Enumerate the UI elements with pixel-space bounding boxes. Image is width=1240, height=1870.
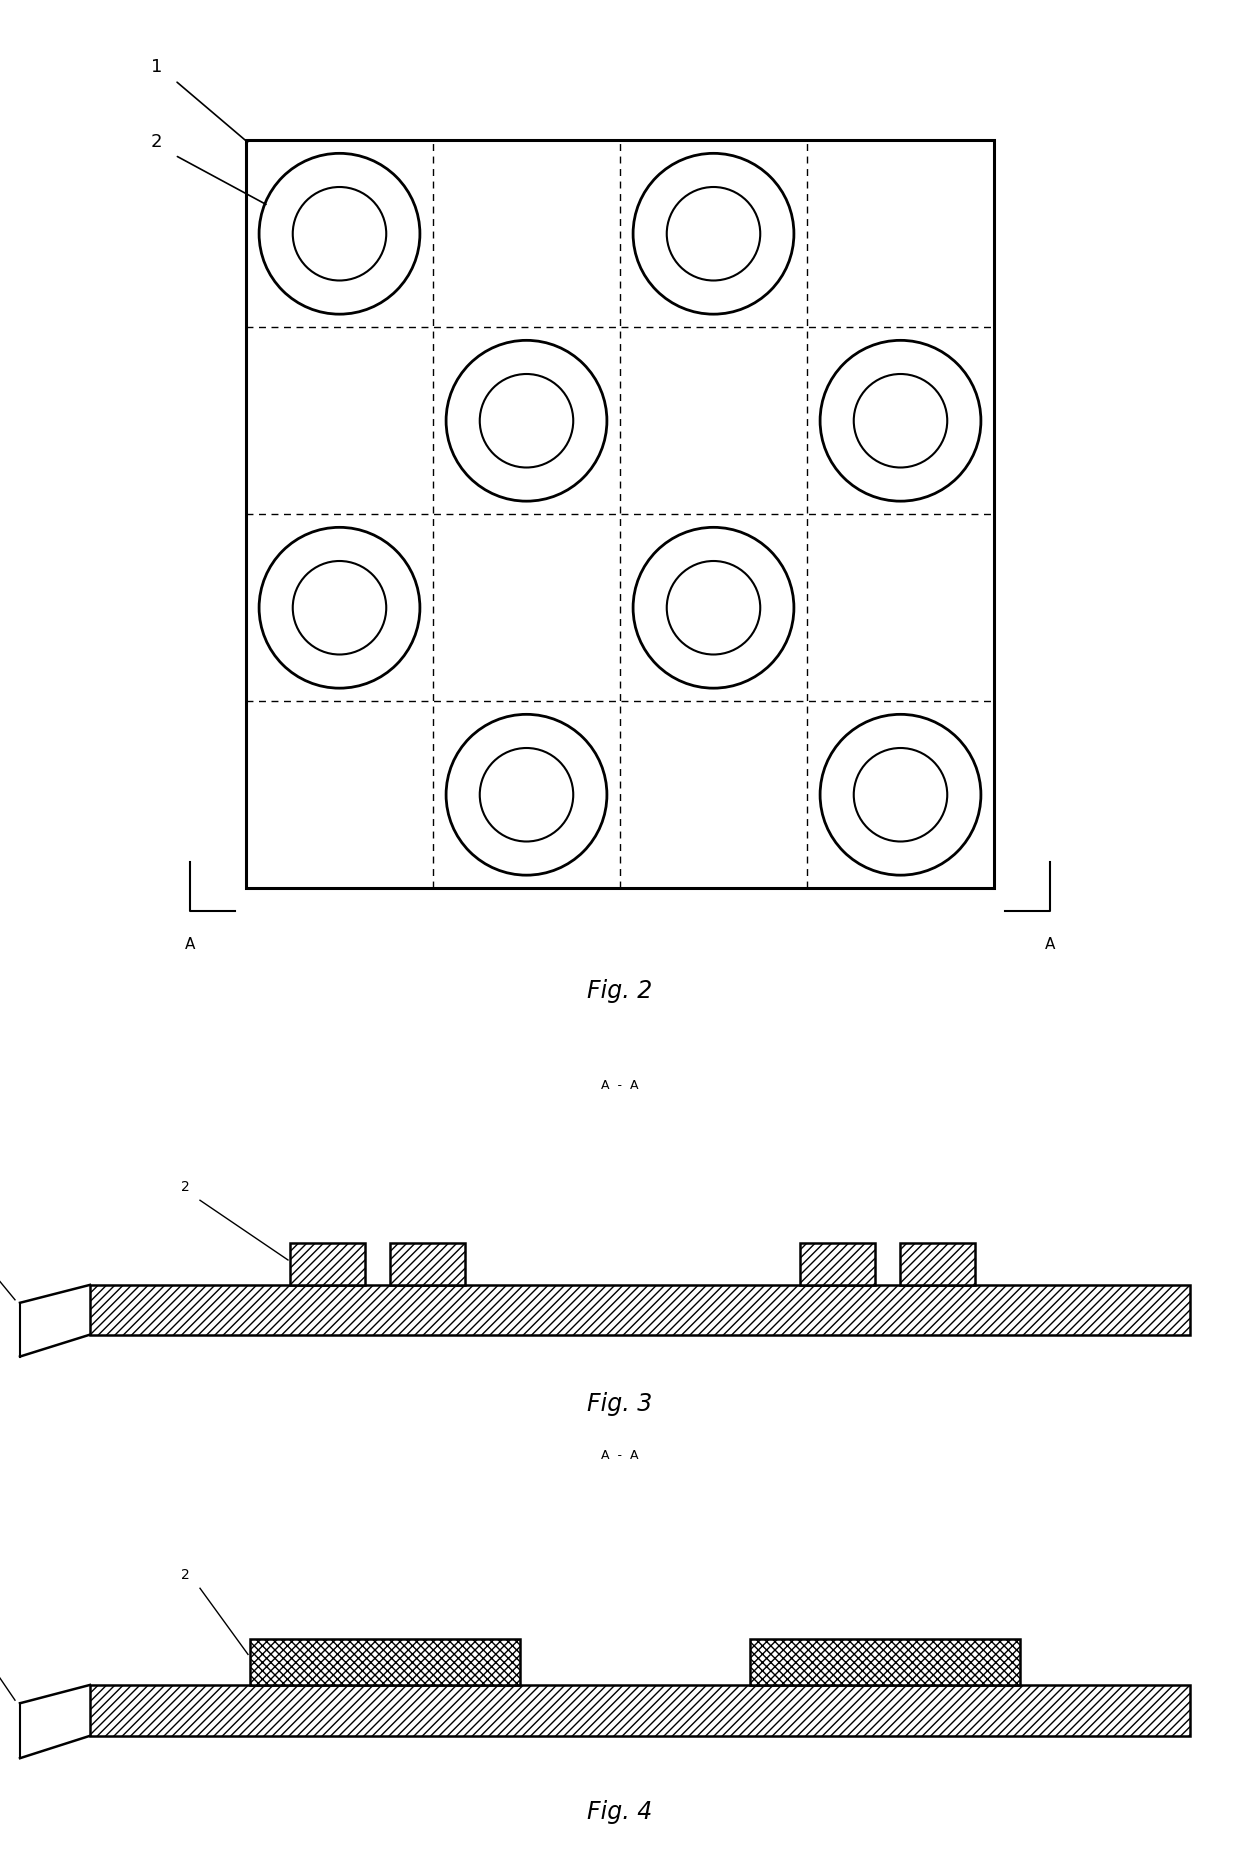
Text: 1: 1 — [150, 58, 162, 77]
Bar — [290, 1244, 365, 1285]
Bar — [91, 1285, 1190, 1335]
Polygon shape — [250, 1640, 520, 1685]
Text: 2: 2 — [150, 133, 162, 151]
Bar — [800, 1244, 875, 1285]
Text: Fig. 2: Fig. 2 — [588, 980, 652, 1002]
Text: A: A — [1045, 937, 1055, 952]
Text: 2: 2 — [181, 1569, 190, 1582]
Text: A  -  A: A - A — [601, 1079, 639, 1092]
Text: A: A — [185, 937, 195, 952]
Bar — [91, 1685, 1190, 1735]
Bar — [900, 1244, 975, 1285]
Polygon shape — [750, 1640, 1021, 1685]
Text: Fig. 3: Fig. 3 — [588, 1393, 652, 1416]
Text: 2: 2 — [181, 1180, 190, 1195]
Bar — [391, 1244, 465, 1285]
Text: A  -  A: A - A — [601, 1449, 639, 1462]
Text: Fig. 4: Fig. 4 — [588, 1801, 652, 1823]
